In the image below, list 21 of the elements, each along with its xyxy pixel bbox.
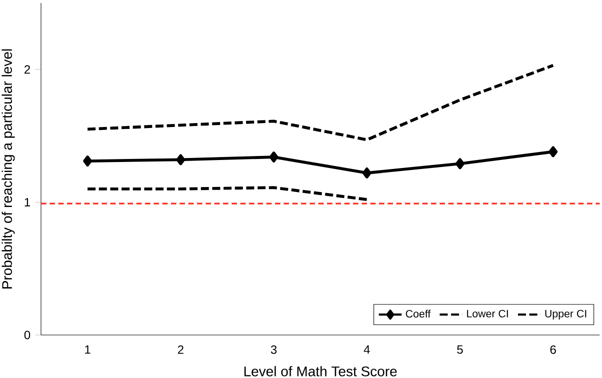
legend-label: Coeff	[406, 310, 431, 318]
point	[456, 158, 464, 170]
x-tick-label: 4	[364, 345, 370, 354]
point	[362, 168, 372, 178]
point	[269, 152, 278, 163]
point	[83, 156, 92, 166]
x-tick-label: 1	[85, 345, 90, 354]
y-tick-label: 2	[24, 65, 30, 74]
line-series	[86, 64, 555, 142]
y-tick-label: 1	[24, 198, 30, 206]
y-tick-label: 0	[24, 330, 30, 340]
legend-label: Upper CI	[545, 310, 586, 320]
x-tick-label: 6	[550, 345, 556, 354]
x-tick-label: 3	[270, 345, 277, 354]
x-tick-label: 5	[457, 345, 463, 354]
point	[548, 146, 558, 158]
x-axis-title: Level of Math Test Score	[244, 366, 397, 376]
legend-label: Lower CI	[467, 310, 508, 318]
point	[176, 154, 186, 166]
y-axis-title: Probabilty of reaching a particular level	[2, 49, 15, 288]
x-tick-label: 2	[178, 345, 184, 354]
